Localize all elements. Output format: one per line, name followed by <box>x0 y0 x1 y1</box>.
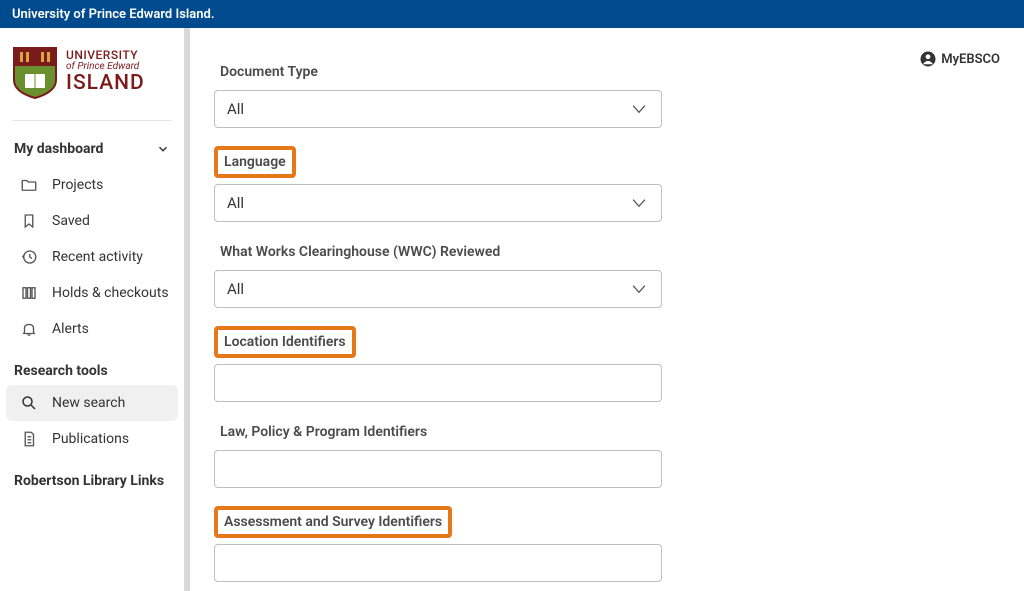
label-wwc: What Works Clearinghouse (WWC) Reviewed <box>214 240 506 264</box>
divider <box>12 120 172 121</box>
bookmark-icon <box>20 212 38 230</box>
logo-line1: UNIVERSITY <box>66 49 145 62</box>
sidebar-item-label: Holds & checkouts <box>52 285 169 301</box>
library-links-header: Robertson Library Links <box>0 457 184 495</box>
chevron-down-icon <box>629 99 649 119</box>
label-law-policy: Law, Policy & Program Identifiers <box>214 420 433 444</box>
input-location-identifiers[interactable] <box>214 364 662 402</box>
chevron-down-icon <box>629 279 649 299</box>
sidebar-item-label: Alerts <box>52 321 89 337</box>
form-group-location-identifiers: Location Identifiers <box>214 326 662 402</box>
dashboard-label: My dashboard <box>14 141 103 157</box>
form-group-wwc: What Works Clearinghouse (WWC) Reviewed … <box>214 240 662 308</box>
content: MyEBSCO Document Type All Language All W… <box>190 28 1024 591</box>
select-document-type[interactable]: All <box>214 90 662 128</box>
form-group-language: Language All <box>214 146 662 222</box>
form-group-document-type: Document Type All <box>214 60 662 128</box>
institution-name: University of Prince Edward Island. <box>12 7 215 22</box>
sidebar-item-label: New search <box>52 395 125 411</box>
sidebar-item-label: Recent activity <box>52 249 143 265</box>
sidebar-item-saved[interactable]: Saved <box>0 203 184 239</box>
sidebar-item-recent[interactable]: Recent activity <box>0 239 184 275</box>
myebsco-link[interactable]: MyEBSCO <box>919 50 1000 68</box>
sidebar-item-projects[interactable]: Projects <box>0 167 184 203</box>
label-language: Language <box>214 146 296 178</box>
library-icon <box>20 284 38 302</box>
logo[interactable]: UNIVERSITY of Prince Edward ISLAND <box>0 28 184 110</box>
form-group-law-policy: Law, Policy & Program Identifiers <box>214 420 662 488</box>
label-location-identifiers: Location Identifiers <box>214 326 356 358</box>
myebsco-label: MyEBSCO <box>941 52 1000 67</box>
research-tools-header: Research tools <box>0 347 184 385</box>
sidebar-item-alerts[interactable]: Alerts <box>0 311 184 347</box>
select-language[interactable]: All <box>214 184 662 222</box>
chevron-down-icon <box>629 193 649 213</box>
input-assessment[interactable] <box>214 544 662 582</box>
select-wwc[interactable]: All <box>214 270 662 308</box>
sidebar-item-label: Saved <box>52 213 90 229</box>
logo-shield-icon <box>12 46 58 100</box>
sidebar-item-label: Projects <box>52 177 103 193</box>
sidebar-item-holds[interactable]: Holds & checkouts <box>0 275 184 311</box>
search-icon <box>20 394 38 412</box>
select-value: All <box>227 100 244 118</box>
input-law-policy[interactable] <box>214 450 662 488</box>
label-assessment: Assessment and Survey Identifiers <box>214 506 452 538</box>
sidebar-item-label: Publications <box>52 431 129 447</box>
sidebar-item-new-search[interactable]: New search <box>6 385 178 421</box>
chevron-down-icon <box>156 142 170 156</box>
form-group-assessment: Assessment and Survey Identifiers <box>214 506 662 582</box>
select-value: All <box>227 280 244 298</box>
bell-icon <box>20 320 38 338</box>
sidebar-item-publications[interactable]: Publications <box>0 421 184 457</box>
logo-text: UNIVERSITY of Prince Edward ISLAND <box>66 46 145 94</box>
label-document-type: Document Type <box>214 60 324 84</box>
select-value: All <box>227 194 244 212</box>
logo-line3: ISLAND <box>66 72 145 94</box>
user-icon <box>919 50 937 68</box>
sidebar: UNIVERSITY of Prince Edward ISLAND My da… <box>0 28 190 591</box>
folder-icon <box>20 176 38 194</box>
sidebar-dashboard-header[interactable]: My dashboard <box>0 131 184 167</box>
top-bar: University of Prince Edward Island. <box>0 0 1024 28</box>
document-icon <box>20 430 38 448</box>
main-area: UNIVERSITY of Prince Edward ISLAND My da… <box>0 28 1024 591</box>
history-icon <box>20 248 38 266</box>
